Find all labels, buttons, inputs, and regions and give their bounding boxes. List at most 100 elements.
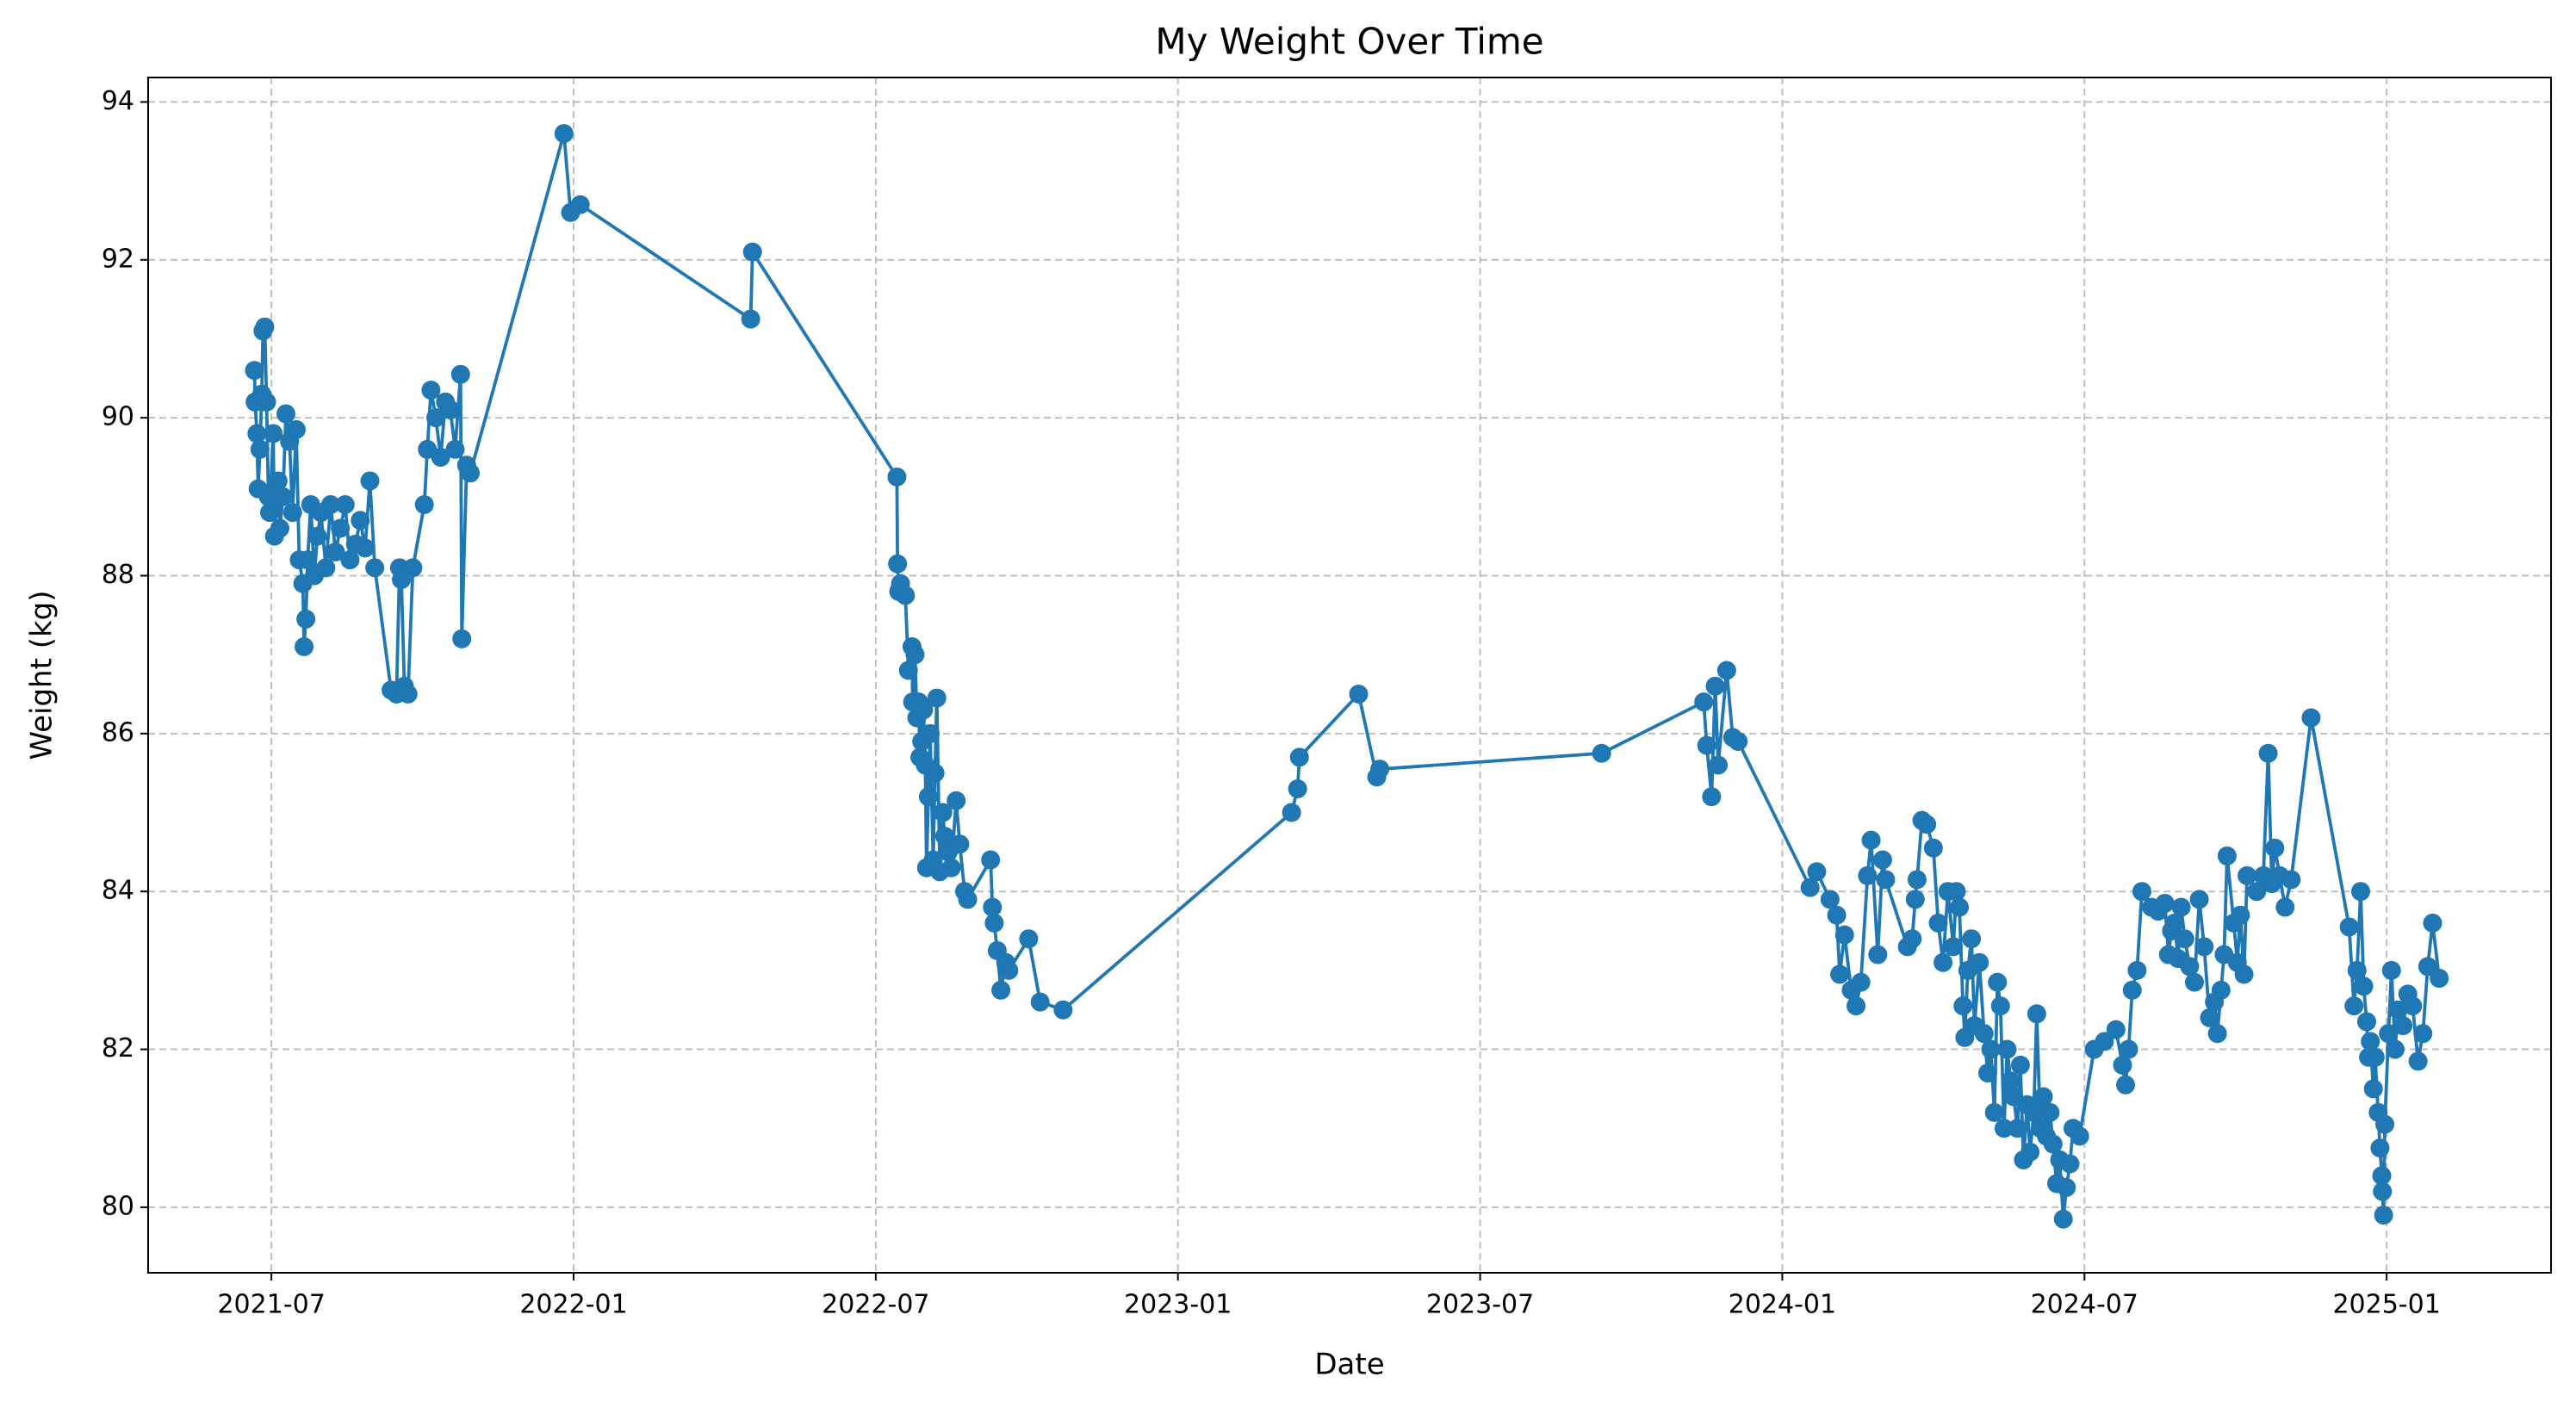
data-point [1962, 929, 1982, 949]
data-point [1988, 972, 2008, 992]
data-point [431, 447, 450, 467]
data-point [2385, 1039, 2405, 1059]
data-point [2408, 1051, 2428, 1071]
data-point [270, 518, 289, 538]
data-point [2247, 882, 2267, 902]
data-point [2370, 1138, 2390, 1158]
data-point [2180, 957, 2200, 977]
data-point [1807, 862, 1827, 882]
data-point [2238, 865, 2257, 885]
data-point [258, 487, 278, 506]
data-point [570, 195, 590, 214]
data-point [1872, 850, 1892, 870]
data-point [934, 827, 954, 847]
data-point [1970, 952, 1989, 972]
data-point [2095, 1032, 2114, 1051]
data-point [983, 897, 1002, 917]
data-point [2430, 969, 2449, 989]
data-point [2053, 1209, 2073, 1229]
data-point [1030, 992, 1050, 1012]
data-point [1953, 996, 1973, 1016]
data-point [1946, 882, 1966, 902]
data-point [445, 439, 465, 459]
data-point [276, 404, 295, 424]
data-point [2164, 913, 2184, 933]
data-point [365, 558, 385, 578]
data-point [335, 494, 355, 514]
y-tick-label: 88 [102, 560, 134, 590]
data-point [421, 381, 441, 400]
data-point [2217, 846, 2237, 865]
plot-area [245, 124, 2449, 1229]
chart-title: My Weight Over Time [1155, 21, 1543, 63]
data-point [2200, 1008, 2219, 1027]
data-point [264, 424, 283, 443]
x-tick-label: 2022-01 [519, 1290, 627, 1320]
data-point [2265, 838, 2285, 858]
data-point [947, 791, 966, 810]
y-tick-label: 80 [102, 1191, 134, 1221]
data-point [914, 700, 934, 720]
data-point [245, 361, 264, 381]
data-point [2281, 870, 2301, 890]
data-point [2040, 1102, 2060, 1122]
data-point [1923, 838, 1943, 858]
data-point [1282, 803, 1301, 822]
data-point [741, 309, 760, 329]
data-point [2354, 977, 2374, 996]
data-point [326, 542, 345, 561]
x-axis-label: Date [1314, 1348, 1384, 1382]
data-point [452, 629, 472, 648]
data-point [2122, 980, 2142, 1000]
data-point [1974, 1024, 1994, 1044]
data-point [461, 463, 481, 483]
x-tick-label: 2023-01 [1124, 1290, 1232, 1320]
data-point [950, 834, 970, 854]
data-point [1944, 937, 1964, 957]
data-point [1876, 870, 1896, 890]
data-point [554, 124, 574, 144]
data-point [355, 538, 375, 558]
x-tick-label: 2024-01 [1729, 1290, 1836, 1320]
x-tick-label: 2021-07 [217, 1290, 325, 1320]
data-point [298, 550, 318, 570]
data-point [250, 439, 270, 459]
data-point [1907, 870, 1927, 890]
data-point [414, 494, 434, 514]
y-tick-label: 92 [102, 244, 134, 274]
data-point [898, 660, 918, 680]
data-point [2373, 1181, 2393, 1201]
data-point [2356, 1012, 2376, 1032]
data-point [1905, 890, 1925, 909]
data-point [273, 487, 293, 506]
data-point [398, 685, 418, 704]
data-point [887, 467, 907, 487]
x-tick-label: 2022-07 [822, 1290, 929, 1320]
y-tick-label: 82 [102, 1033, 134, 1064]
data-point [1702, 787, 1722, 807]
data-point [282, 503, 302, 523]
data-point [286, 419, 306, 439]
data-point [260, 503, 280, 523]
data-point [984, 913, 1004, 933]
axes: 80 82 84 86 88 90 92 94 2021-07 2022-01 2022-07 202… [102, 86, 2441, 1320]
data-point [933, 803, 953, 822]
data-point [2207, 1024, 2227, 1044]
data-point [1592, 743, 1611, 763]
data-point [2175, 929, 2194, 949]
data-point [307, 526, 327, 546]
data-point [941, 858, 961, 878]
data-point [2057, 1177, 2076, 1197]
data-point [2403, 996, 2423, 1016]
data-point [2010, 1055, 2030, 1075]
data-point [2423, 913, 2443, 933]
data-point [2418, 957, 2437, 977]
data-point [2363, 1079, 2383, 1099]
data-point [991, 980, 1011, 1000]
data-point [295, 636, 314, 656]
data-point [2393, 1016, 2413, 1036]
data-point [2374, 1206, 2393, 1225]
data-point [1858, 865, 1878, 885]
